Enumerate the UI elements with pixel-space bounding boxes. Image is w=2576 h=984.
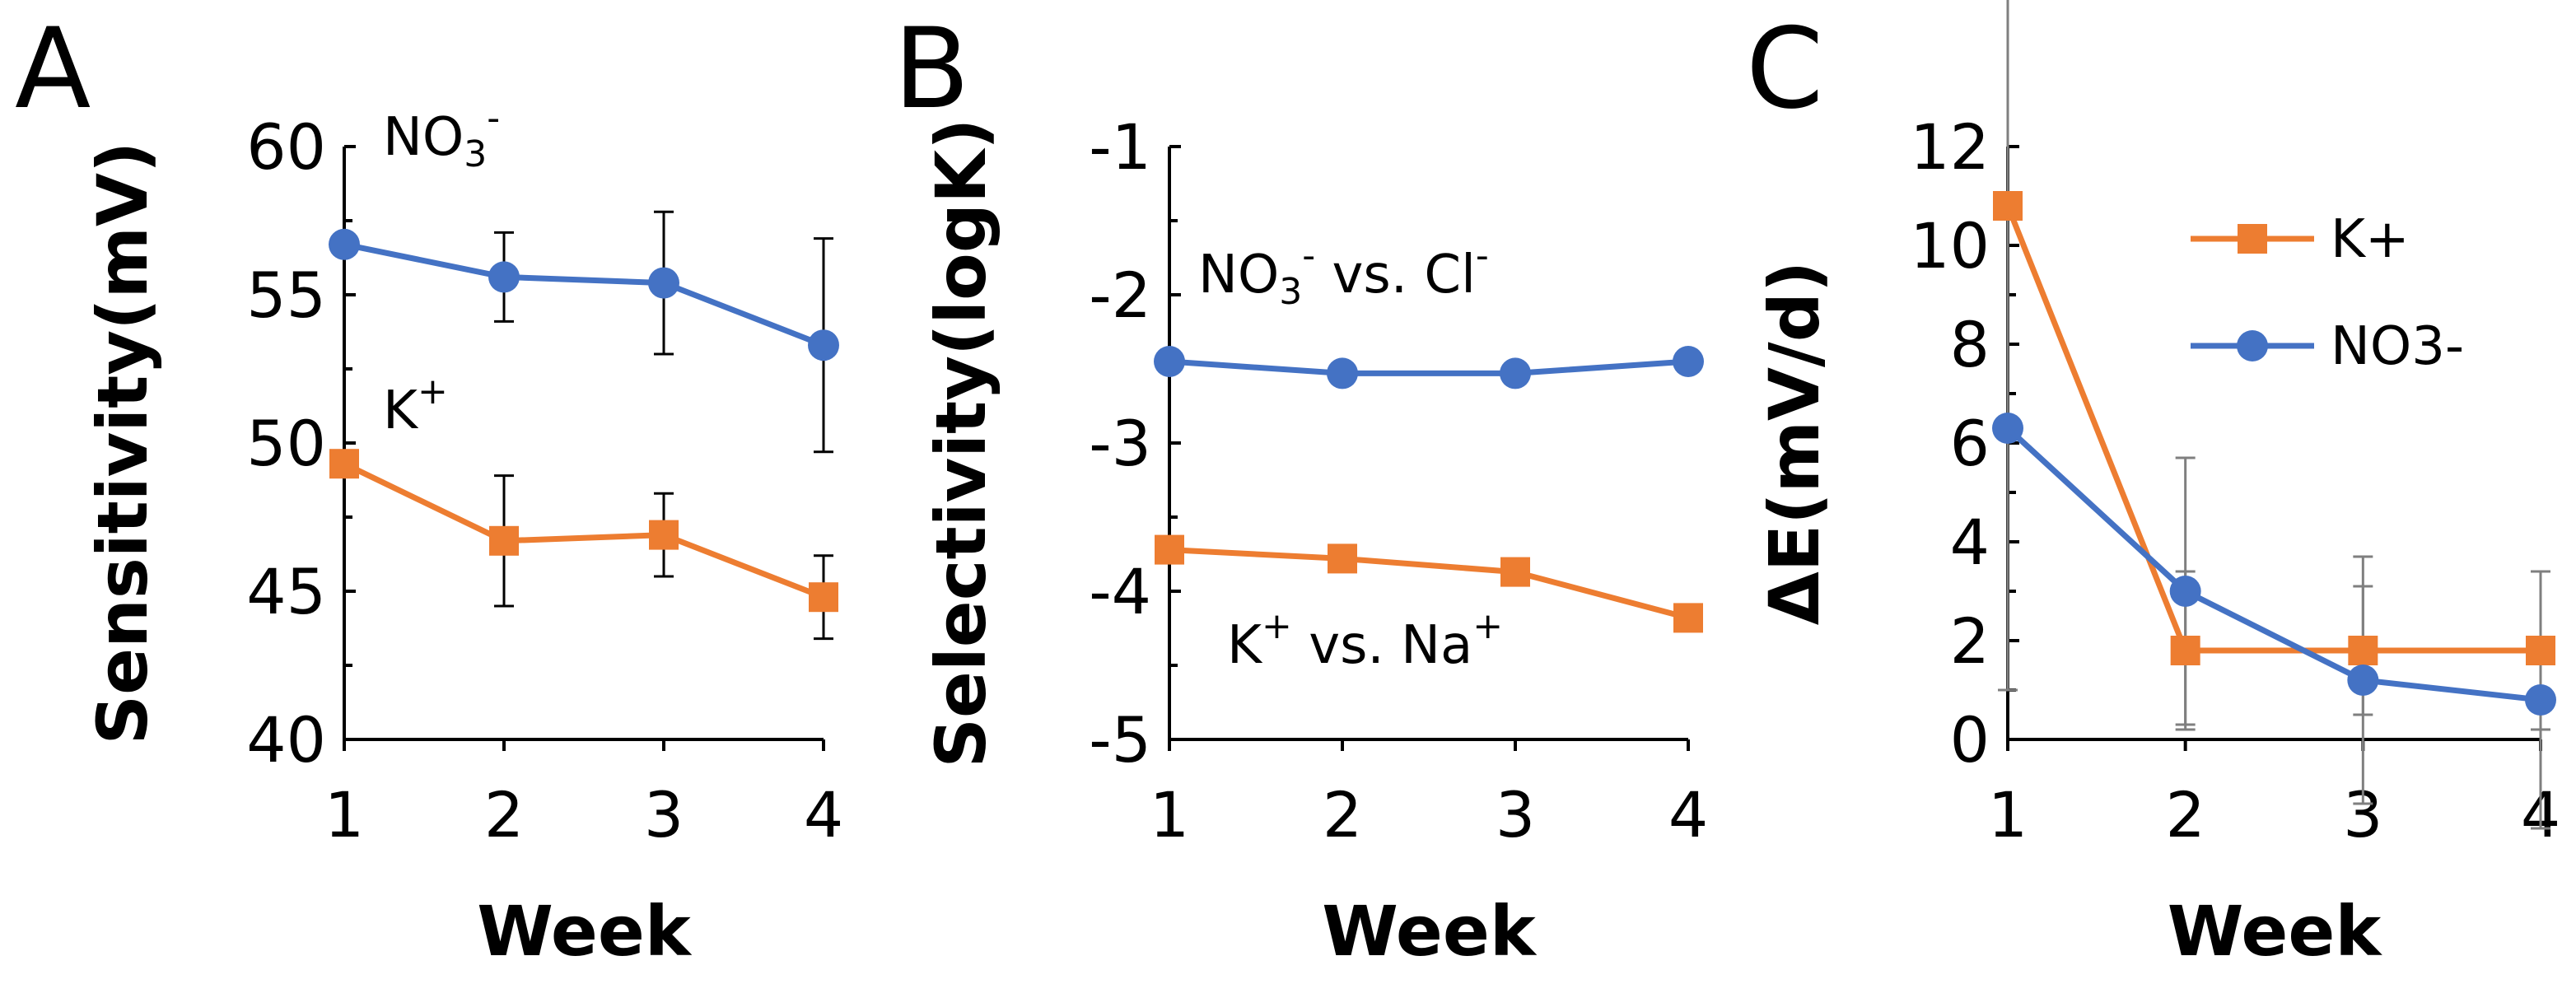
series-line (1169, 547, 1689, 621)
series-line (343, 241, 825, 348)
y-tick-label: -3 (1089, 407, 1151, 480)
series-k- (1993, 191, 2555, 665)
data-point (2525, 684, 2556, 716)
data-point (1154, 346, 1185, 377)
legend-marker (2238, 224, 2267, 254)
x-tick-label: 1 (1150, 778, 1189, 851)
y-axis-title: Sensitivity(mV) (82, 142, 163, 745)
error-bars-orange (494, 474, 833, 641)
error-bars-orange (1998, 0, 2550, 731)
data-point (2347, 665, 2379, 696)
x-tick-label: 4 (1668, 778, 1708, 851)
data-point (2348, 636, 2378, 665)
annotation: NO3- (383, 97, 500, 175)
y-tick-label: -2 (1089, 259, 1151, 332)
series-k-vs-na- (1155, 534, 1703, 633)
panel-letter-b: B (894, 4, 970, 133)
y-tick-label: -1 (1089, 110, 1151, 184)
x-tick-label: 2 (484, 778, 524, 851)
data-point (488, 261, 520, 293)
legend: K+ NO3- (2191, 209, 2464, 377)
legend-label: K+ (2331, 209, 2410, 270)
x-axis-title: Week (2168, 891, 2383, 972)
legend-marker (2237, 330, 2268, 361)
panel-b: B -5 -4 -3 -2 -1 1 2 3 4 Week Selectivity(logK) NO3-… (894, 4, 1708, 972)
legend-label: NO3- (2331, 316, 2464, 377)
data-point (1327, 357, 1358, 389)
y-tick-label: -5 (1089, 703, 1151, 776)
annotation: NO3- vs. Cl- (1198, 235, 1489, 313)
x-axis-title: Week (1322, 891, 1538, 972)
series-k- (329, 449, 838, 613)
annotation: K+ vs. Na+ (1227, 605, 1503, 676)
y-tick-label: 4 (1950, 506, 1990, 579)
y-tick-label: 12 (1910, 110, 1990, 184)
data-point (1673, 346, 1704, 377)
data-point (329, 449, 359, 479)
y-tick-label: 6 (1950, 407, 1990, 480)
series-line (343, 461, 825, 600)
series-line (1169, 358, 1689, 376)
y-tick-label: -4 (1089, 555, 1151, 628)
y-axis-title: Selectivity(logK) (921, 119, 1001, 768)
x-tick-label: 2 (2165, 778, 2205, 851)
y-tick-label: 55 (246, 259, 326, 332)
data-point (1328, 543, 1357, 574)
data-point (489, 525, 519, 556)
data-point (1155, 534, 1184, 565)
x-axis-title: Week (477, 891, 693, 972)
data-point (329, 228, 360, 260)
series-line (2004, 204, 2541, 654)
series-no3- (1992, 413, 2556, 716)
data-point (808, 329, 839, 361)
y-tick-label: 45 (246, 555, 326, 628)
y-tick-label: 40 (246, 703, 326, 776)
y-tick-label: 2 (1950, 604, 1990, 678)
data-point (2526, 636, 2555, 665)
data-point (648, 267, 679, 299)
y-axis-title: ΔE(mV/d) (1754, 261, 1835, 626)
panel-letter-a: A (15, 4, 91, 133)
panel-letter-c: C (1746, 4, 1823, 133)
data-point (1500, 557, 1530, 587)
data-point (2169, 576, 2201, 607)
x-tick-label: 3 (1496, 778, 1535, 851)
data-point (1992, 413, 2023, 444)
series-no3-vs-cl- (1154, 346, 1704, 389)
data-point (809, 582, 838, 613)
y-tick-label: 8 (1950, 308, 1990, 381)
y-tick-label: 10 (1910, 209, 1990, 282)
series-line (2005, 426, 2541, 703)
x-tick-label: 3 (644, 778, 684, 851)
x-tick-label: 1 (1988, 778, 2028, 851)
data-point (1993, 191, 2023, 221)
annotation: K+ (383, 371, 448, 441)
series-no3- (329, 228, 839, 361)
y-tick-label: 0 (1950, 703, 1990, 776)
x-tick-label: 1 (324, 778, 364, 851)
panel-a: A 40 45 50 55 60 1 2 3 4 Week Sensitivity(mV) NO3- K+ (15, 4, 843, 972)
x-tick-label: 2 (1323, 778, 1362, 851)
data-point (2170, 636, 2200, 665)
y-tick-label: 60 (246, 110, 326, 184)
y-tick-label: 50 (246, 407, 326, 480)
data-point (1673, 603, 1703, 633)
x-tick-label: 4 (804, 778, 843, 851)
data-point (1500, 357, 1531, 389)
data-point (649, 520, 679, 550)
